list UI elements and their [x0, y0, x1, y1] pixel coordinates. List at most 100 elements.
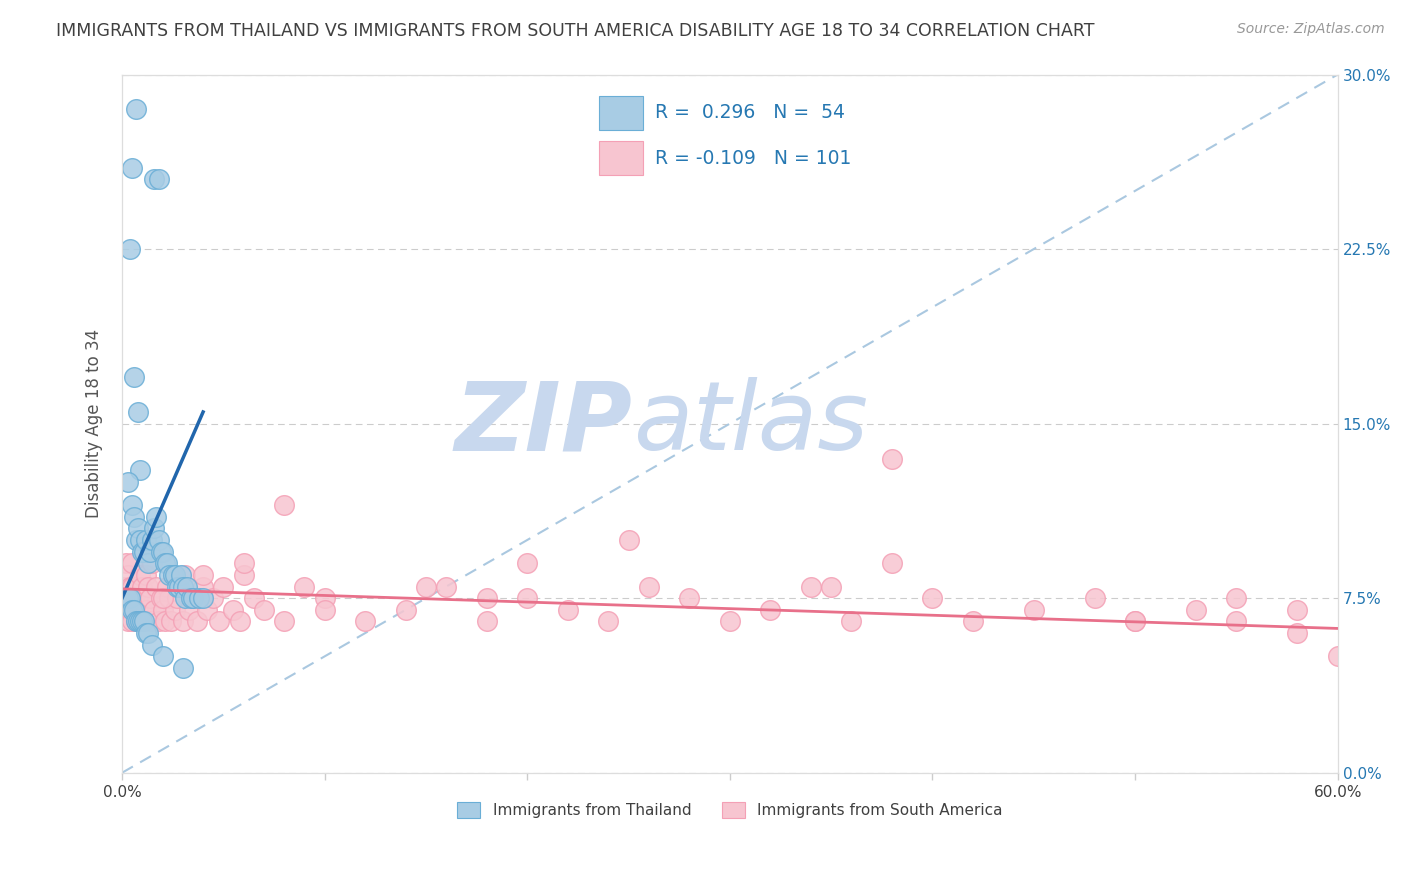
Point — [122, 591, 145, 606]
Point — [921, 591, 943, 606]
Point — [134, 544, 156, 558]
Point — [167, 580, 190, 594]
Point — [1185, 603, 1208, 617]
Point — [143, 172, 166, 186]
Point — [134, 615, 156, 629]
Point — [152, 649, 174, 664]
Point — [122, 370, 145, 384]
Point — [617, 533, 640, 547]
Point — [141, 615, 163, 629]
Point — [117, 475, 139, 489]
Point — [191, 591, 214, 606]
Point — [135, 626, 157, 640]
Point — [880, 556, 903, 570]
Point — [149, 591, 172, 606]
Point — [127, 521, 149, 535]
Point — [1022, 603, 1045, 617]
Point — [152, 544, 174, 558]
Point — [181, 591, 204, 606]
Point — [121, 615, 143, 629]
Point — [166, 580, 188, 594]
Point — [131, 544, 153, 558]
Point — [135, 568, 157, 582]
Point — [129, 615, 152, 629]
Point — [120, 591, 142, 606]
Point — [112, 580, 135, 594]
Point — [122, 603, 145, 617]
Point — [121, 498, 143, 512]
Point — [148, 172, 170, 186]
Point — [172, 661, 194, 675]
Point — [138, 556, 160, 570]
Point — [176, 580, 198, 594]
Point — [127, 405, 149, 419]
Point — [143, 603, 166, 617]
Point — [172, 580, 194, 594]
Point — [122, 603, 145, 617]
Point — [516, 591, 538, 606]
Point — [516, 556, 538, 570]
Point — [157, 568, 180, 582]
Point — [115, 556, 138, 570]
Point — [138, 626, 160, 640]
Point — [1123, 615, 1146, 629]
Y-axis label: Disability Age 18 to 34: Disability Age 18 to 34 — [86, 329, 103, 518]
Point — [153, 615, 176, 629]
Point — [678, 591, 700, 606]
Point — [148, 615, 170, 629]
Point — [1225, 615, 1247, 629]
Point — [273, 615, 295, 629]
Point — [162, 568, 184, 582]
Point — [141, 556, 163, 570]
Point — [173, 591, 195, 606]
Point — [188, 591, 211, 606]
Point — [131, 603, 153, 617]
Point — [127, 603, 149, 617]
Point — [208, 615, 231, 629]
Point — [129, 568, 152, 582]
Point — [121, 161, 143, 175]
Point — [120, 242, 142, 256]
Point — [1286, 603, 1309, 617]
Point — [129, 463, 152, 477]
Point — [148, 533, 170, 547]
Point — [177, 603, 200, 617]
Text: ZIP: ZIP — [454, 377, 633, 470]
Point — [1326, 649, 1348, 664]
Point — [129, 615, 152, 629]
Point — [172, 615, 194, 629]
Point — [138, 580, 160, 594]
Point — [141, 533, 163, 547]
Point — [120, 580, 142, 594]
Point — [149, 544, 172, 558]
Point — [232, 556, 254, 570]
Point — [759, 603, 782, 617]
Point — [820, 580, 842, 594]
Point — [415, 580, 437, 594]
Point — [134, 615, 156, 629]
Point — [138, 615, 160, 629]
Point — [139, 591, 162, 606]
Point — [117, 591, 139, 606]
Point — [637, 580, 659, 594]
Point — [152, 603, 174, 617]
Point — [121, 580, 143, 594]
Legend: Immigrants from Thailand, Immigrants from South America: Immigrants from Thailand, Immigrants fro… — [451, 797, 1008, 824]
Point — [135, 603, 157, 617]
Point — [880, 451, 903, 466]
Point — [121, 603, 143, 617]
Point — [115, 603, 138, 617]
Point — [163, 603, 186, 617]
Point — [1286, 626, 1309, 640]
Point — [127, 615, 149, 629]
Point — [186, 615, 208, 629]
Point — [120, 603, 142, 617]
Point — [1083, 591, 1105, 606]
Point — [141, 638, 163, 652]
Point — [598, 615, 620, 629]
Point — [162, 568, 184, 582]
Text: Source: ZipAtlas.com: Source: ZipAtlas.com — [1237, 22, 1385, 37]
Point — [475, 591, 498, 606]
Text: atlas: atlas — [633, 377, 868, 470]
Point — [1123, 615, 1146, 629]
